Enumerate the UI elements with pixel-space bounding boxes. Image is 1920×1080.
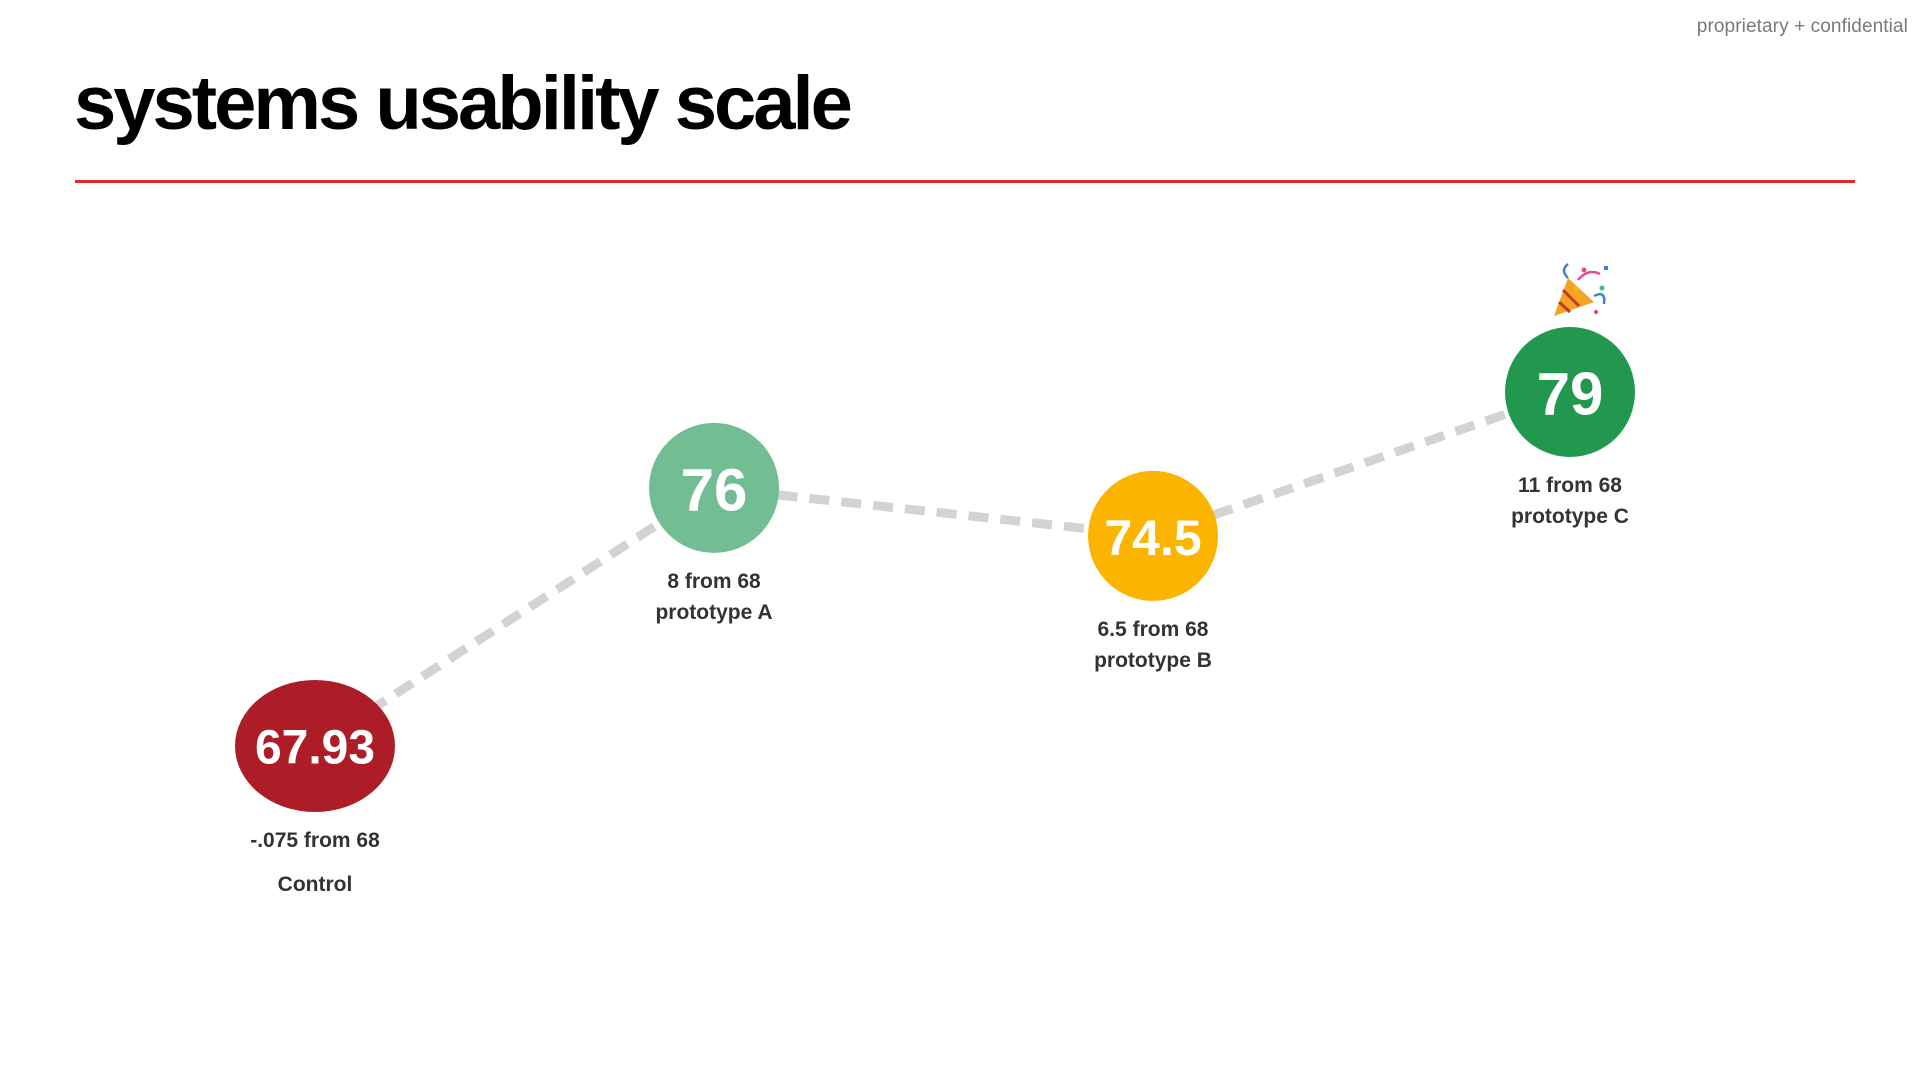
- data-point: 74.5 6.5 from 68 prototype B: [1088, 470, 1218, 672]
- category-label: Control: [278, 873, 353, 896]
- value-label: 79: [1537, 361, 1604, 428]
- category-label: prototype A: [655, 601, 772, 624]
- delta-label: 6.5 from 68: [1098, 618, 1209, 641]
- category-label: prototype B: [1094, 649, 1212, 672]
- party-popper-icon: [1554, 263, 1608, 316]
- value-label: 74.5: [1104, 510, 1201, 566]
- point-marker: [1088, 470, 1218, 601]
- delta-label: 8 from 68: [667, 570, 761, 593]
- title-divider: [75, 180, 1855, 183]
- chart-decorations: [1554, 263, 1608, 316]
- data-point: 76 8 from 68 prototype A: [649, 422, 779, 624]
- point-marker: [1505, 327, 1635, 457]
- point-marker: [649, 422, 779, 553]
- value-label: 67.93: [255, 722, 375, 775]
- data-point: 67.93 -.075 from 68 Control: [235, 680, 395, 896]
- data-points: 67.93 -.075 from 68 Control 76 8 from 68 prot…: [235, 327, 1635, 896]
- value-label: 76: [681, 456, 748, 523]
- connector-line: [1151, 387, 1572, 541]
- connector-lines: [312, 387, 1572, 750]
- delta-label: 11 from 68: [1518, 474, 1622, 497]
- page-title: systems usability scale: [74, 61, 853, 146]
- delta-label: -.075 from 68: [250, 829, 380, 852]
- category-label: prototype C: [1511, 505, 1629, 528]
- data-point: 79 11 from 68 prototype C: [1505, 327, 1635, 528]
- connector-line: [312, 484, 717, 750]
- connector-line: [713, 483, 1154, 541]
- confidential-label: proprietary + confidential: [1696, 16, 1908, 37]
- point-marker: [235, 680, 395, 812]
